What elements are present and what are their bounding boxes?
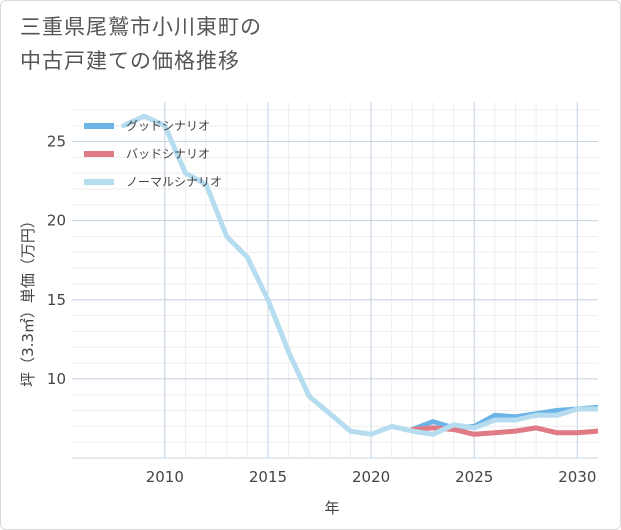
legend-label-2: バッドシナリオ [126,147,210,161]
x-tick-labels: 2010 2015 2020 2025 2030 [146,468,597,486]
x-tick-label: 2015 [249,468,287,486]
legend-label-1: グッドシナリオ [126,119,210,133]
legend-label-3: ノーマルシナリオ [126,175,222,189]
y-tick-label: 20 [47,212,66,230]
x-tick-label: 2025 [455,468,493,486]
y-axis-title: 坪（3.3㎡）単価（万円） [19,213,37,387]
series-lines [121,113,598,437]
plot-area [72,102,598,458]
x-axis-title: 年 [324,499,339,517]
y-tick-labels: 10 15 20 25 [47,133,66,388]
y-tick-label: 10 [47,370,66,388]
x-tick-label: 2030 [558,468,596,486]
chart-title: 三重県尾鷲市小川東町の 中古戸建ての価格推移 [20,15,262,73]
y-tick-label: 25 [47,133,66,151]
y-tick-label: 15 [47,291,66,309]
series-line-3 [121,113,598,437]
x-tick-label: 2020 [352,468,390,486]
grid-lines [72,102,598,459]
x-tick-label: 2010 [146,468,184,486]
